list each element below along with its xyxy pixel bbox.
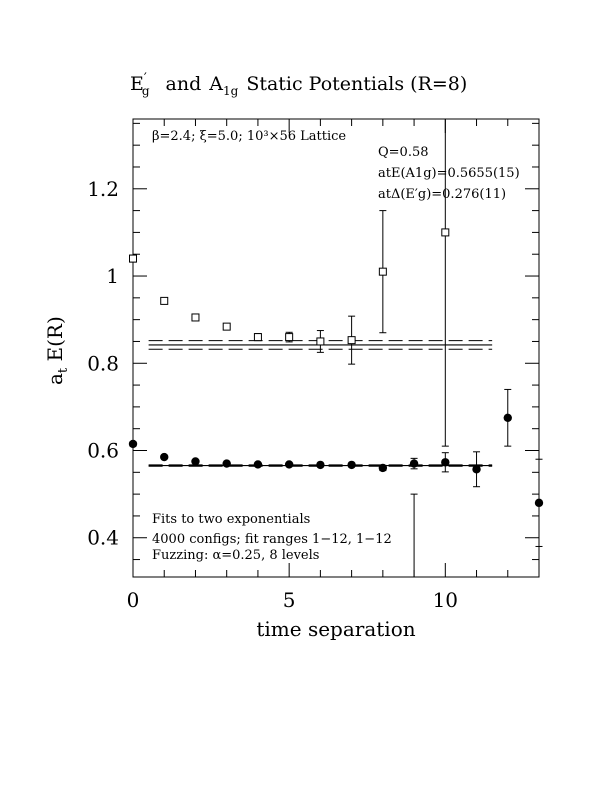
point-a1g [472,465,481,474]
title-e-symbol: E [130,73,144,95]
point-a1g [191,457,200,466]
y-tick-label: 0.4 [87,526,119,550]
y-tick-label: 0.8 [87,351,119,375]
point-a1g [441,458,450,467]
annotation-lattice: β=2.4; ξ=5.0; 10³×56 Lattice [152,129,346,144]
point-eg [160,296,169,305]
y-tick-label: 1.2 [87,177,119,201]
axis-tick-labels: 0 5 10 0.4 0.6 0.8 1 1.2 [87,177,458,612]
annotation-configs: 4000 configs; fit ranges 1−12, 1−12 [152,532,392,547]
annotation-fuzzing: Fuzzing: α=0.25, 8 levels [152,548,319,563]
y-tick-label: 0.6 [87,439,119,463]
title-rest: Static Potentials (R=8) [246,73,467,95]
x-tick-label: 5 [283,588,296,612]
point-a1g [409,459,419,468]
point-eg [129,254,137,263]
point-eg [378,267,387,276]
y-tick-label: 1 [106,264,119,288]
point-a1g [378,463,388,473]
title-e-prime: ′ [144,71,147,86]
point-eg [285,333,294,342]
annotation-q-value: Q=0.58 [378,145,429,160]
point-a1g [284,460,294,469]
point-a1g [222,459,231,468]
annotation-eg-gap: atΔ(E′g)=0.276(11) [378,187,506,202]
title-a-symbol: A [208,73,223,95]
y-label-sub: t [56,367,71,373]
title-and-word: and [166,73,202,95]
point-eg [253,333,262,342]
point-a1g [503,413,512,422]
point-eg [191,313,200,322]
point-a1g [160,452,169,462]
x-axis-label: time separation [256,617,415,641]
point-eg [316,337,325,346]
point-eg [441,228,450,237]
point-a1g [534,498,544,508]
title-e-sub: g [142,84,150,98]
point-eg [347,336,356,345]
chart-title: E′ g and A1g Static Potentials (R=8) [130,71,467,98]
fit-lines [148,340,493,467]
annotation-a1g-energy: atE(A1g)=0.5655(15) [378,166,520,181]
point-a1g [128,439,138,449]
title-a-sub: 1g [223,84,239,98]
point-a1g [347,460,356,470]
data-markers [128,228,544,508]
annotation-fits: Fits to two exponentials [152,512,310,527]
point-a1g [253,460,263,469]
y-label-rest: E(R) [43,316,67,368]
y-label-main: a [43,373,67,385]
y-axis-label: at E(R) [43,316,71,385]
x-tick-label: 0 [127,588,140,612]
point-a1g [316,460,325,470]
x-tick-label: 10 [433,588,458,612]
plot-frame [132,118,540,578]
point-eg [222,322,231,331]
